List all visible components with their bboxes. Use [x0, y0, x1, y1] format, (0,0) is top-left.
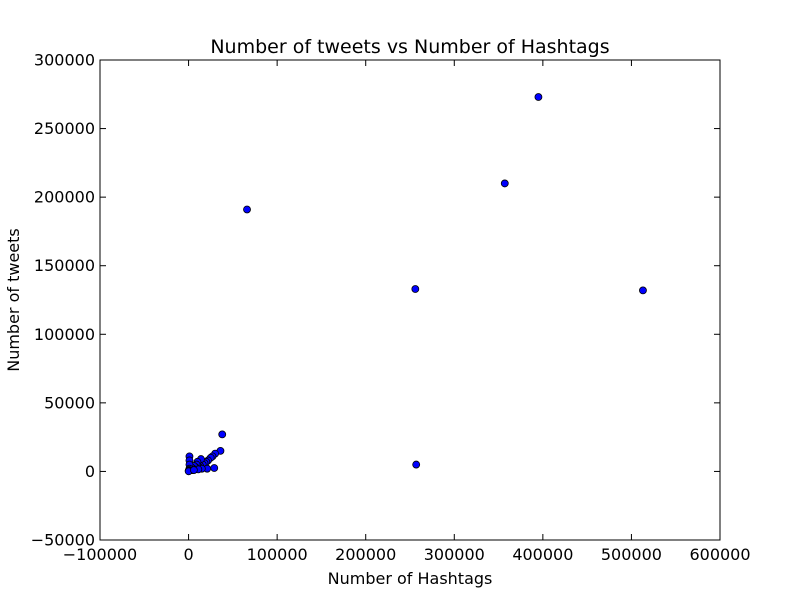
plot-area-frame — [99, 59, 721, 541]
y-tick-label: 300000 — [34, 51, 95, 70]
data-point — [534, 93, 543, 101]
x-tick-label: 300000 — [424, 545, 485, 564]
data-point — [412, 460, 421, 469]
data-point — [189, 466, 198, 474]
x-tick-label: 400000 — [512, 545, 573, 564]
y-tick-label: 250000 — [34, 119, 95, 138]
y-axis-label: Number of tweets — [4, 228, 23, 372]
x-tick-label: 0 — [183, 545, 193, 564]
y-tick-label: 100000 — [34, 325, 95, 344]
data-point — [218, 430, 227, 439]
data-point — [411, 285, 420, 293]
y-tick-label: 0 — [85, 462, 95, 481]
x-tick-label: −100000 — [63, 545, 137, 564]
tick-labels: −100000 0 100000 200000 300000 400000 500000 60… — [31, 51, 751, 565]
data-point — [500, 179, 509, 188]
data-points — [184, 93, 647, 476]
x-tick-label: 200000 — [335, 545, 396, 564]
x-tick-label: 600000 — [689, 545, 750, 564]
data-point — [210, 464, 219, 472]
y-tick-label: −50000 — [31, 531, 95, 550]
y-tick-label: 150000 — [34, 256, 95, 275]
x-axis-label: Number of Hashtags — [328, 569, 493, 588]
x-tick-label: 500000 — [601, 545, 662, 564]
x-tick-label: 100000 — [247, 545, 308, 564]
data-point — [243, 205, 251, 214]
y-tick-label: 50000 — [44, 393, 95, 412]
data-point — [639, 286, 647, 295]
chart-title: Number of tweets vs Number of Hashtags — [210, 36, 609, 58]
y-tick-label: 200000 — [34, 188, 95, 207]
